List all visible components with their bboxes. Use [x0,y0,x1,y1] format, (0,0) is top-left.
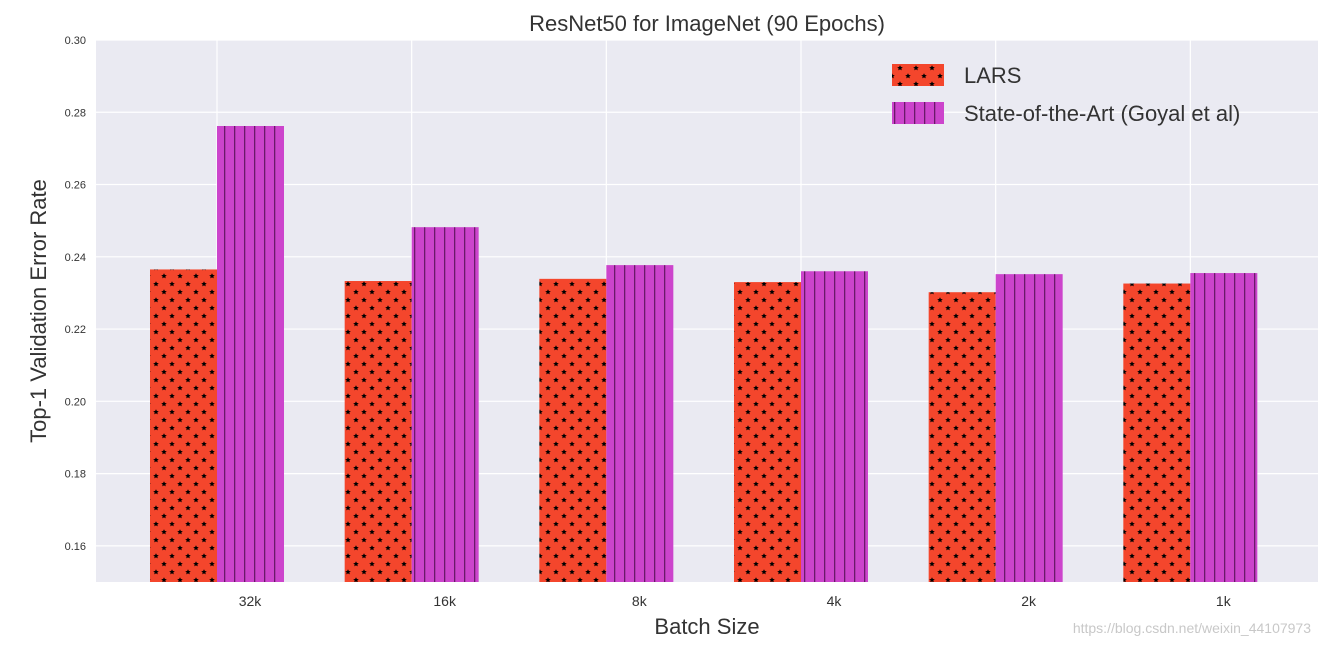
bar-state-of-the-art-2k [995,274,1063,582]
chart-title: ResNet50 for ImageNet (90 Epochs) [529,11,885,36]
bar-state-of-the-art-4k [801,271,868,582]
y-tick-label: 0.24 [65,252,86,264]
bar-lars-1k [1123,283,1191,582]
bar-lars-4k [734,282,801,582]
bar-state-of-the-art-32k [217,125,284,583]
legend: LARS State-of-the-Art (Goyal et al) [892,63,1240,126]
bar-state-of-the-art-16k [411,227,479,583]
y-tick-label: 0.18 [65,469,86,481]
bar-lars-2k [928,292,996,582]
x-tick-label: 2k [1021,593,1037,609]
bars [150,125,1258,583]
x-tick-label: 8k [632,593,648,609]
y-tick-label: 0.28 [65,107,86,119]
legend-label-state-of-the-art: State-of-the-Art (Goyal et al) [964,101,1240,126]
y-tick-labels: 0.16 0.18 0.20 0.22 0.24 0.26 0.28 0.30 [65,35,86,553]
x-tick-labels: 32k 16k 8k 4k 2k 1k [239,593,1232,609]
y-tick-label: 0.20 [65,396,86,408]
bar-state-of-the-art-1k [1190,273,1258,582]
plot-area [96,40,1318,582]
legend-swatch-lars [892,64,944,86]
y-tick-label: 0.30 [65,35,86,47]
x-tick-label: 1k [1216,593,1232,609]
x-axis-label: Batch Size [654,614,759,639]
bar-lars-32k [150,269,217,582]
x-tick-label: 32k [239,593,263,609]
x-tick-label: 16k [433,593,457,609]
legend-swatch-state-of-the-art [892,102,944,124]
legend-label-lars: LARS [964,63,1021,88]
y-tick-label: 0.16 [65,541,86,553]
x-tick-label: 4k [827,593,843,609]
bar-state-of-the-art-8k [606,265,674,582]
y-tick-label: 0.22 [65,324,86,336]
y-axis-label: Top-1 Validation Error Rate [26,179,51,443]
bar-lars-8k [539,278,607,582]
y-tick-label: 0.26 [65,180,86,192]
watermark: https://blog.csdn.net/weixin_44107973 [1072,620,1311,636]
bar-lars-16k [344,281,412,582]
